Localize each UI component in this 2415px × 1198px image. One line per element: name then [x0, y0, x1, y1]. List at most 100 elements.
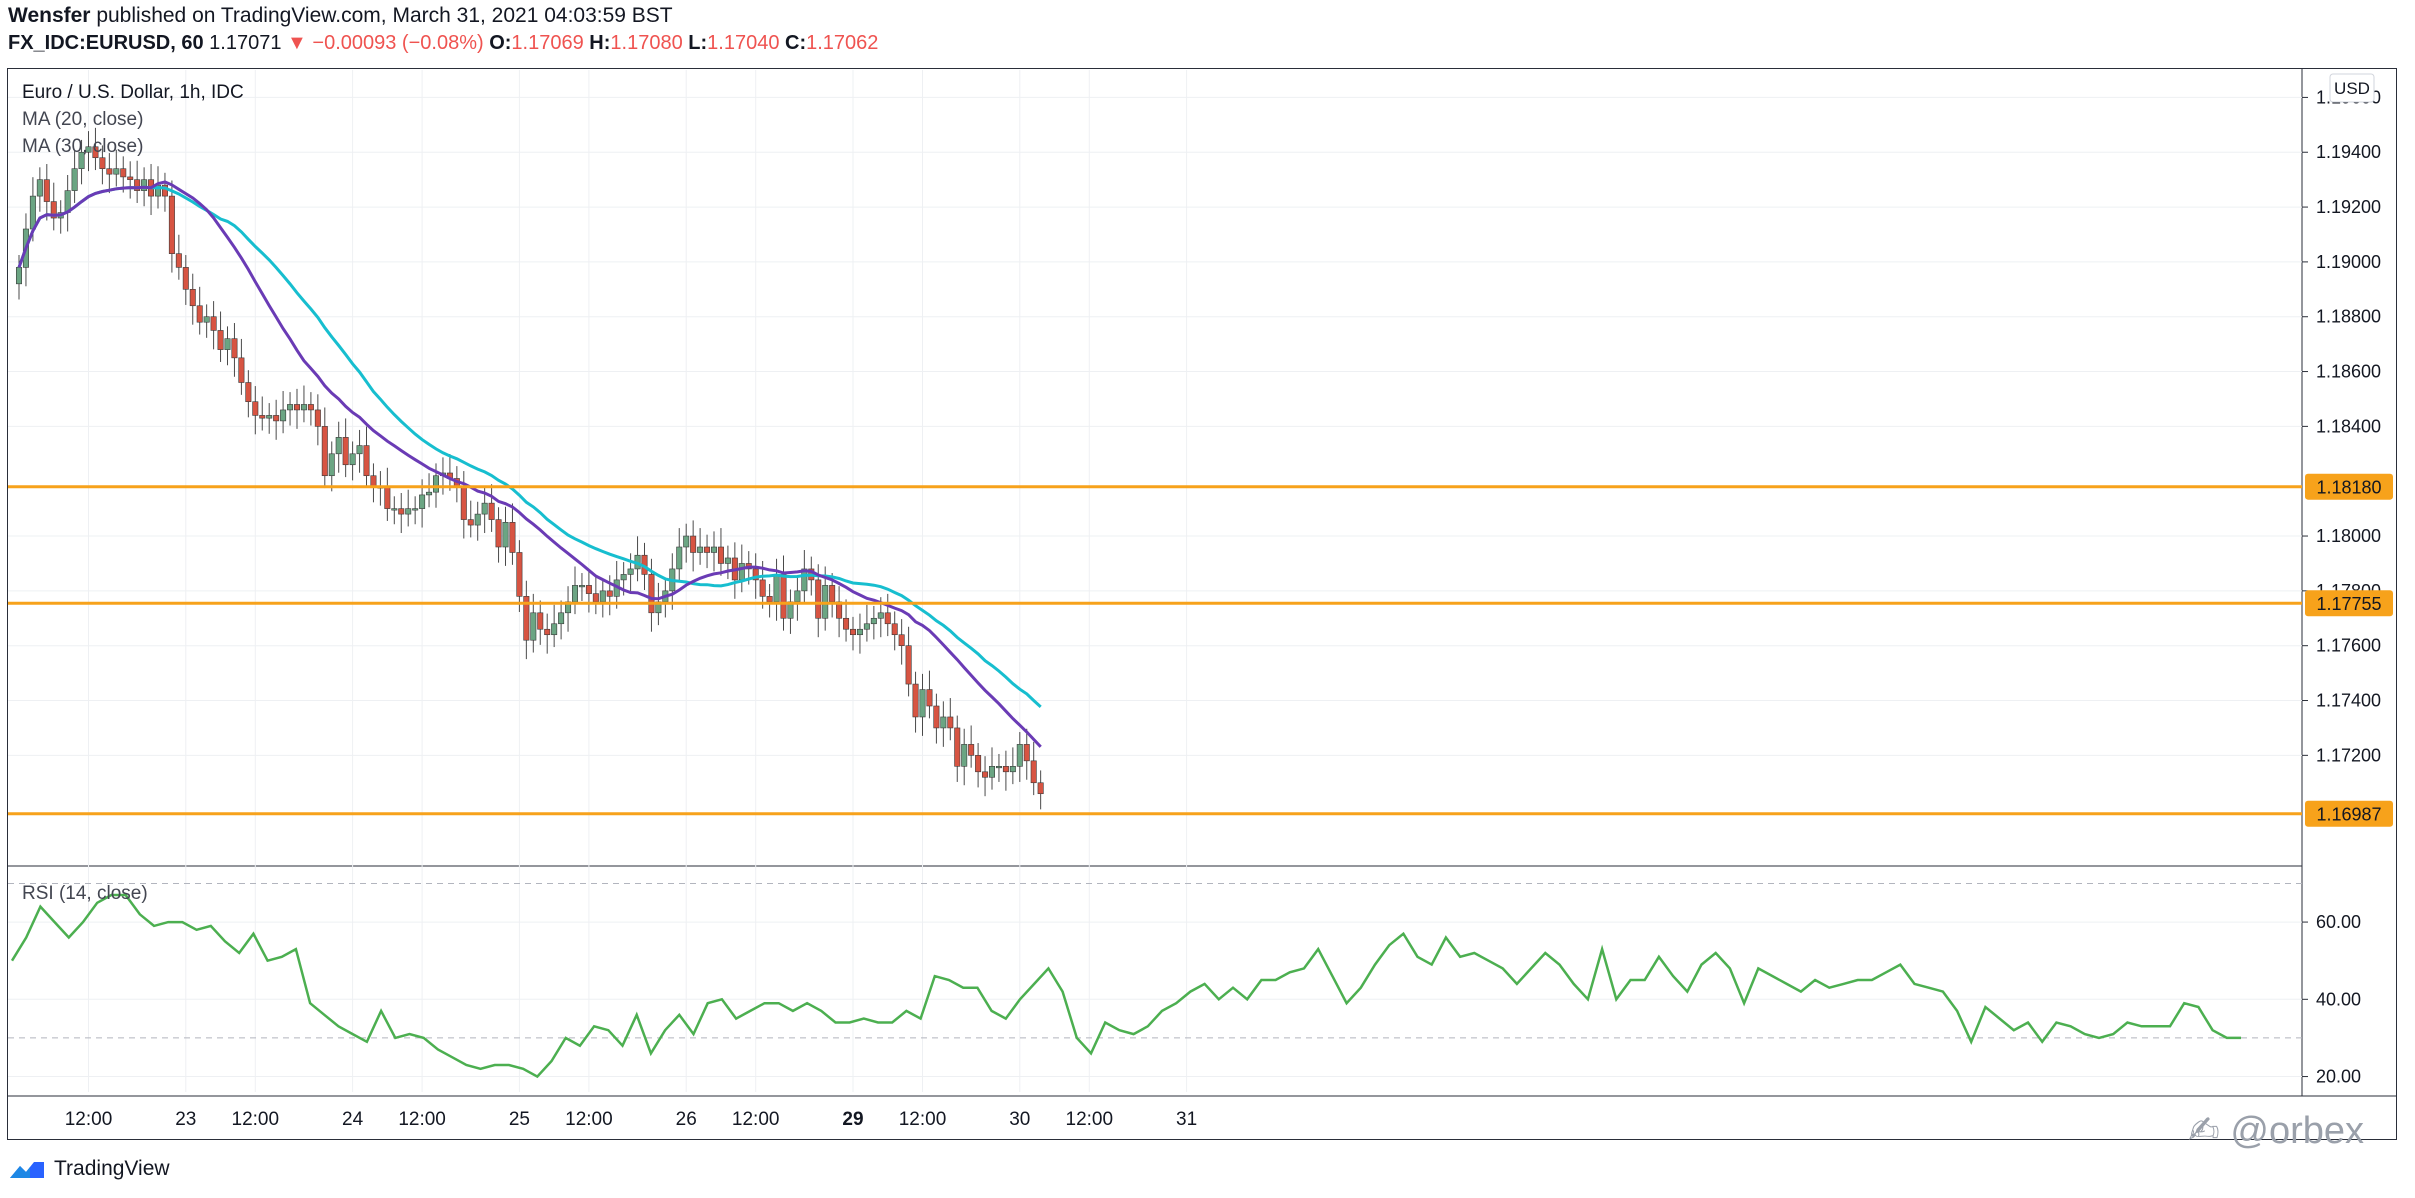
candle-body [71, 168, 78, 191]
time-tick-label: 12:00 [65, 1109, 113, 1130]
symbol-label: FX_IDC:EURUSD, 60 [8, 32, 204, 54]
change-value: −0.00093 (−0.08%) [312, 32, 484, 54]
candle-body [259, 415, 266, 419]
candle-body [704, 546, 711, 553]
time-tick-label: 12:00 [732, 1109, 780, 1130]
time-tick-label: 12:00 [398, 1109, 446, 1130]
candle-body [287, 404, 294, 411]
candle-body [940, 716, 947, 729]
horizontal-level-badge [2305, 800, 2393, 827]
price-tick-label: 1.18600 [2316, 362, 2381, 382]
open-label: O: [489, 32, 512, 54]
candle-body [245, 382, 252, 403]
candle-body [29, 195, 36, 230]
currency-label: USD [2334, 79, 2370, 98]
candle-body [968, 744, 975, 756]
candle-body [690, 535, 697, 553]
ma30-legend: MA (30, close) [22, 136, 144, 157]
time-tick-label: 12:00 [1066, 1109, 1114, 1130]
candle-body [724, 557, 731, 564]
watermark-text: @orbex [2230, 1110, 2365, 1152]
high-label: H: [589, 32, 611, 54]
publish-line: Wensfer published on TradingView.com, Ma… [8, 4, 673, 28]
candle-body [419, 494, 426, 509]
price-tick-label: 1.18000 [2316, 526, 2381, 546]
low-label: L: [688, 32, 708, 54]
candle-body [801, 568, 808, 592]
time-tick-label: 24 [342, 1109, 364, 1130]
last-price: 1.17071 [209, 32, 282, 54]
candle-body [599, 590, 606, 603]
candle-body [947, 716, 954, 729]
time-tick-label: 12:00 [232, 1109, 280, 1130]
candle-body [1037, 782, 1044, 795]
ohlc-line: FX_IDC:EURUSD, 60 1.17071 ▼ −0.00093 (−0… [8, 32, 878, 55]
candle-body [926, 689, 933, 707]
candle-body [134, 179, 141, 191]
price-tick-label: 1.17600 [2316, 636, 2381, 656]
horizontal-level-badge [2305, 473, 2393, 500]
candle-body [1009, 766, 1016, 773]
low-value: 1.17040 [707, 32, 780, 54]
price-tick-label: 1.19200 [2316, 197, 2381, 217]
candle-body [252, 401, 259, 416]
candle-body [182, 267, 189, 290]
time-tick-label: 23 [175, 1109, 196, 1130]
candle-body [954, 727, 961, 767]
candle-body [273, 415, 280, 422]
horizontal-level-badge [2305, 590, 2393, 617]
candle-body [891, 623, 898, 636]
candle-body [870, 617, 877, 625]
candle-body [710, 546, 717, 553]
candle-body [280, 409, 287, 422]
candle-body [975, 755, 982, 773]
candle-body [1023, 744, 1030, 762]
price-tick-label: 1.18400 [2316, 416, 2381, 436]
tradingview-logo-icon [10, 1162, 44, 1178]
candle-body [412, 508, 419, 511]
chart-frame[interactable] [7, 68, 2397, 1140]
candle-body [683, 535, 690, 548]
candle-body [815, 579, 822, 619]
candle-body [516, 552, 523, 597]
candle-body [120, 168, 127, 178]
candle-body [50, 201, 57, 219]
candle-body [877, 612, 884, 619]
time-tick-label: 31 [1176, 1109, 1197, 1130]
candle-body [773, 574, 780, 603]
candle-body [912, 683, 919, 718]
candle-body [530, 612, 537, 641]
close-label: C: [785, 32, 807, 54]
candle-body [843, 617, 850, 630]
candle-body [342, 437, 349, 466]
candle-body [217, 330, 224, 350]
candle-body [92, 146, 99, 159]
candle-body [523, 596, 530, 641]
candle-body [210, 316, 217, 331]
candle-body [905, 645, 912, 685]
candle-body [544, 628, 551, 636]
candle-body [224, 338, 231, 350]
currency-badge [2329, 73, 2375, 103]
candle-body [391, 508, 398, 511]
candle-body [99, 157, 106, 169]
ma30-line [17, 185, 1042, 709]
candle-body [717, 546, 724, 564]
rsi-tick-label: 60.00 [2316, 912, 2361, 932]
candle-body [481, 502, 488, 515]
price-tick-label: 1.17200 [2316, 745, 2381, 765]
candle-body [85, 146, 92, 153]
candle-body [398, 508, 405, 515]
candle-body [863, 623, 870, 630]
tradingview-logo[interactable]: TradingView [8, 1157, 170, 1181]
candle-body [849, 628, 856, 636]
candle-body [1030, 760, 1037, 784]
candle-body [759, 579, 766, 597]
time-tick-label: 26 [676, 1109, 697, 1130]
candle-body [919, 689, 926, 718]
time-tick-label: 25 [509, 1109, 530, 1130]
candle-body [175, 253, 182, 268]
time-tick-label: 30 [1009, 1109, 1030, 1130]
rsi-tick-label: 40.00 [2316, 989, 2361, 1009]
